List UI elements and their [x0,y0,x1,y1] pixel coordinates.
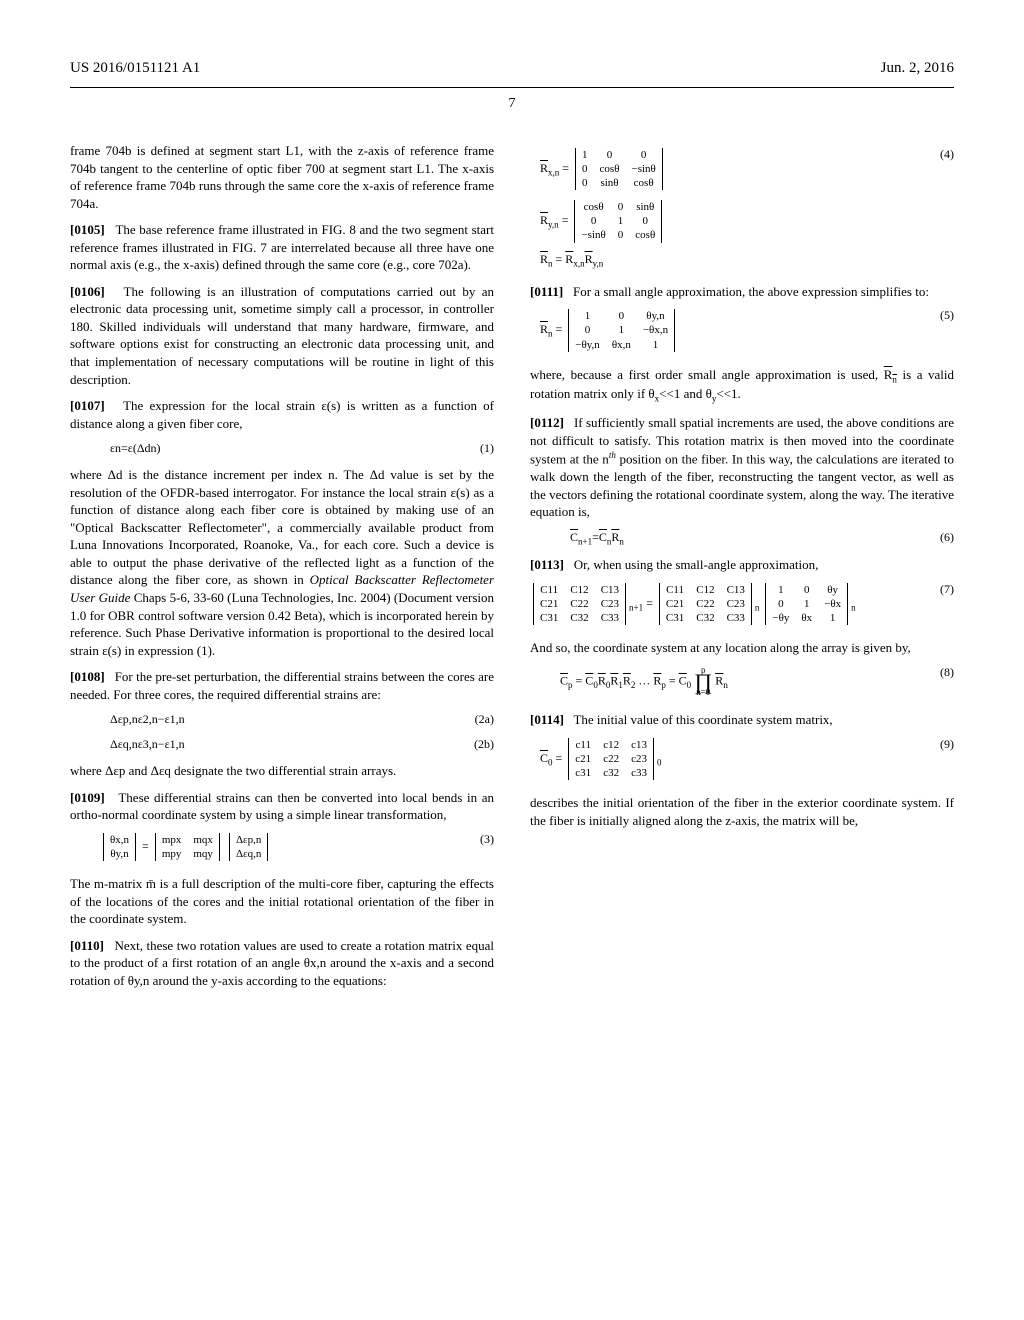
para-0106: [0106] The following is an illustration … [70,283,494,388]
para-num: [0114] [530,712,564,727]
para-0114: [0114] The initial value of this coordin… [530,711,954,729]
para-0105: [0105] The base reference frame illustra… [70,221,494,274]
para-0108: [0108] For the pre-set perturbation, the… [70,668,494,703]
eq-number: (2a) [475,712,494,727]
para-text: Or, when using the small-angle approxima… [574,557,819,572]
page-header: US 2016/0151121 A1 Jun. 2, 2016 [70,60,954,77]
para-num: [0113] [530,557,564,572]
eq-body: Δεp,nε2,n−ε1,n [110,712,185,726]
para-num: [0106] [70,284,105,299]
para-num: [0107] [70,398,105,413]
eq-number: (3) [480,833,494,846]
para-num: [0109] [70,790,105,805]
para-0110: [0110] Next, these two rotation values a… [70,937,494,990]
para-text: The expression for the local strain ε(s)… [70,398,494,431]
para-after-eq7: And so, the coordinate system at any loc… [530,639,954,657]
publication-number: US 2016/0151121 A1 [70,60,200,77]
para-0109: [0109] These differential strains can th… [70,789,494,824]
eq-number: (7) [940,583,954,596]
para-text: For the pre-set perturbation, the differ… [70,669,494,702]
eq-number: (8) [940,666,954,679]
content-columns: frame 704b is defined at segment start L… [70,142,954,998]
para-num: [0110] [70,938,104,953]
publication-date: Jun. 2, 2016 [881,60,954,77]
para-text: These differential strains can then be c… [70,790,494,823]
para-num: [0108] [70,669,105,684]
right-column: (4) Rx,n = 100 0cosθ−sinθ 0sinθcosθ Ry,n… [530,142,954,998]
para-top: frame 704b is defined at segment start L… [70,142,494,212]
para-num: [0105] [70,222,105,237]
equation-1: εn=ε(Δdn) (1) [110,441,494,456]
para-text: The following is an illustration of comp… [70,284,494,387]
para-0112: [0112] If sufficiently small spatial inc… [530,414,954,521]
eq-label: R [540,161,548,175]
equation-9: (9) C0 = c11c12c13 c21c22c23 c31c32c33 0 [540,738,954,780]
equation-6: Cn+1=CnRn (6) [570,530,954,546]
para-text: The initial value of this coordinate sys… [573,712,832,727]
para-num: [0112] [530,415,564,430]
para-after-eq9: describes the initial orientation of the… [530,794,954,829]
eq-number: (6) [940,530,954,545]
text: where Δd is the distance increment per i… [70,467,494,587]
eq-number: (5) [940,309,954,322]
para-after-eq5: where, because a first order small angle… [530,366,954,405]
eq-number: (1) [480,441,494,456]
para-0113: [0113] Or, when using the small-angle ap… [530,556,954,574]
equation-4: (4) Rx,n = 100 0cosθ−sinθ 0sinθcosθ Ry,n… [540,148,954,269]
para-after-eq2: where Δεp and Δεq designate the two diff… [70,762,494,780]
text: Chaps 5-6, 33-60 (Luna Technologies, Inc… [70,590,494,658]
equation-2a: Δεp,nε2,n−ε1,n (2a) [110,712,494,727]
equation-2b: Δεq,nε3,n−ε1,n (2b) [110,737,494,752]
equation-3: (3) θx,nθy,n = mpxmqx mpymqy Δεp,nΔεq,n [100,833,494,861]
equation-5: (5) Rn = 10θy,n 01−θx,n −θy,nθx,n1 [540,309,954,351]
para-after-eq1: where Δd is the distance increment per i… [70,466,494,659]
eq-body: Δεq,nε3,n−ε1,n [110,737,185,751]
eq-number: (9) [940,738,954,751]
eq-body: εn=ε(Δdn) [110,441,161,455]
eq-number: (2b) [474,737,494,752]
left-column: frame 704b is defined at segment start L… [70,142,494,998]
eq-number: (4) [940,148,954,161]
equation-8: (8) Cp = C0R0R1R2 … Rp = C0 p ∏ n=0 Rn [560,666,954,698]
para-text: For a small angle approximation, the abo… [573,284,929,299]
equation-7: (7) C11C12C13 C21C22C23 C31C32C33 n+1 = … [530,583,954,625]
para-after-eq3: The m-matrix m̄ is a full description of… [70,875,494,928]
eq-label: R [540,213,548,227]
para-text: Next, these two rotation values are used… [70,938,494,988]
para-num: [0111] [530,284,563,299]
para-0107: [0107] The expression for the local stra… [70,397,494,432]
page-number: 7 [70,96,954,112]
para-text: The base reference frame illustrated in … [70,222,494,272]
header-rule [70,87,954,88]
para-0111: [0111] For a small angle approximation, … [530,283,954,301]
